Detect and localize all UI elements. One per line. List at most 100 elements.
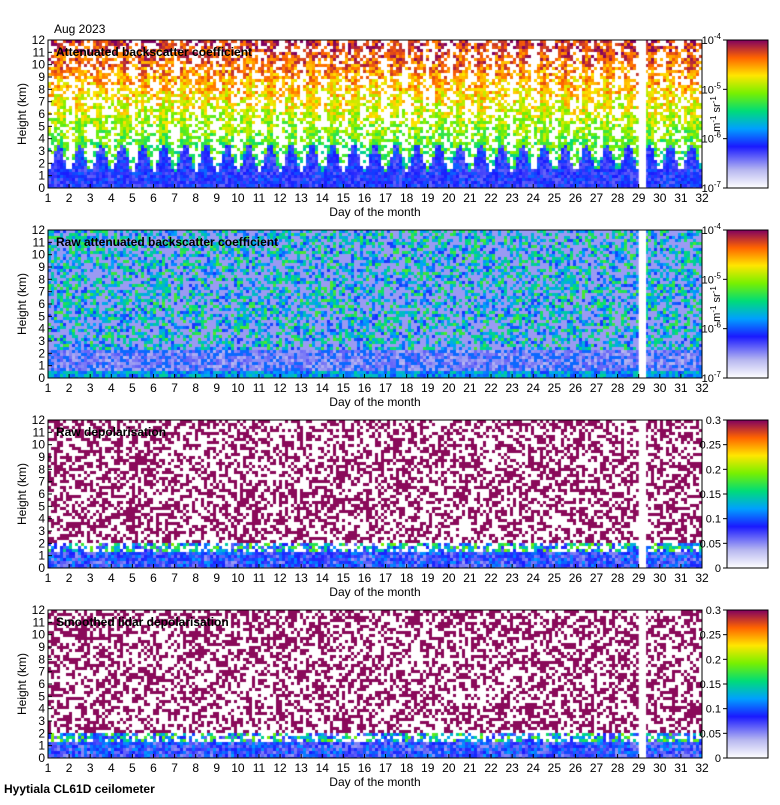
x-tick-label: 31 xyxy=(674,191,688,205)
x-tick-label: 3 xyxy=(87,571,94,585)
x-tick-label: 30 xyxy=(653,761,667,775)
colorbar-tick-label: 10-5 xyxy=(702,271,722,286)
x-tick-label: 31 xyxy=(674,571,688,585)
y-tick-label: 12 xyxy=(32,33,46,47)
x-tick-label: 16 xyxy=(358,191,372,205)
x-tick-label: 9 xyxy=(213,761,220,775)
x-tick-label: 3 xyxy=(87,191,94,205)
y-axis-label: Height (km) xyxy=(15,83,29,145)
y-tick-label: 0 xyxy=(38,181,45,195)
x-tick-label: 9 xyxy=(213,381,220,395)
colorbar xyxy=(726,419,769,569)
x-tick-label: 25 xyxy=(548,571,562,585)
x-tick-label: 15 xyxy=(337,571,351,585)
x-tick-label: 19 xyxy=(421,381,435,395)
x-tick-label: 22 xyxy=(484,571,498,585)
x-tick-label: 30 xyxy=(653,571,667,585)
colorbar xyxy=(726,609,769,759)
x-tick-label: 20 xyxy=(442,571,456,585)
x-tick-label: 15 xyxy=(337,761,351,775)
x-tick-label: 6 xyxy=(150,761,157,775)
heatmap-texture xyxy=(48,610,702,758)
x-tick-label: 2 xyxy=(66,381,73,395)
y-tick-label: 3 xyxy=(38,334,45,348)
colorbar-tick-label: 0.05 xyxy=(700,538,721,550)
colorbar-tick-label: 0.05 xyxy=(700,728,721,740)
x-tick-label: 30 xyxy=(653,381,667,395)
x-tick-label: 14 xyxy=(316,191,330,205)
x-tick-label: 4 xyxy=(108,191,115,205)
x-tick-label: 5 xyxy=(129,571,136,585)
colorbar-tick-label: 0 xyxy=(715,563,721,575)
x-tick-label: 21 xyxy=(463,191,477,205)
y-tick-label: 12 xyxy=(32,603,46,617)
x-tick-label: 17 xyxy=(379,381,393,395)
x-tick-label: 10 xyxy=(231,191,245,205)
x-tick-label: 1 xyxy=(45,381,52,395)
panel-title: Smoothed lidar depolarisation xyxy=(56,615,229,629)
x-tick-label: 10 xyxy=(231,761,245,775)
x-tick-label: 6 xyxy=(150,571,157,585)
x-tick-label: 32 xyxy=(695,761,709,775)
x-tick-label: 19 xyxy=(421,191,435,205)
x-tick-label: 3 xyxy=(87,381,94,395)
date-label: Aug 2023 xyxy=(54,22,106,36)
x-tick-label: 21 xyxy=(463,381,477,395)
x-tick-label: 32 xyxy=(695,191,709,205)
x-tick-label: 11 xyxy=(253,381,266,395)
x-tick-label: 24 xyxy=(527,381,541,395)
colorbar-tick-label: 0.15 xyxy=(700,489,721,501)
y-tick-label: 1 xyxy=(38,169,45,183)
x-tick-label: 17 xyxy=(379,761,393,775)
y-tick-label: 10 xyxy=(32,628,46,642)
x-tick-label: 19 xyxy=(421,761,435,775)
x-tick-label: 17 xyxy=(379,191,393,205)
y-tick-label: 1 xyxy=(38,359,45,373)
x-tick-label: 1 xyxy=(45,761,52,775)
colorbar-unit-label: m-1 sr-1 xyxy=(709,96,723,132)
x-tick-label: 17 xyxy=(379,571,393,585)
x-tick-label: 28 xyxy=(611,571,625,585)
x-tick-label: 26 xyxy=(569,571,583,585)
x-tick-label: 1 xyxy=(45,571,52,585)
y-tick-label: 2 xyxy=(38,726,45,740)
y-tick-label: 5 xyxy=(38,309,45,323)
x-tick-label: 20 xyxy=(442,761,456,775)
x-tick-label: 4 xyxy=(108,761,115,775)
y-tick-label: 4 xyxy=(38,702,45,716)
x-tick-label: 5 xyxy=(129,381,136,395)
x-tick-label: 32 xyxy=(695,381,709,395)
x-tick-label: 1 xyxy=(45,191,52,205)
x-tick-label: 29 xyxy=(632,761,646,775)
colorbar-tick-label: 0.2 xyxy=(706,654,721,666)
x-tick-label: 14 xyxy=(316,761,330,775)
colorbar xyxy=(726,229,769,379)
x-tick-label: 24 xyxy=(527,191,541,205)
y-tick-label: 2 xyxy=(38,346,45,360)
colorbar-tick-label: 0.1 xyxy=(706,704,721,716)
x-tick-label: 12 xyxy=(273,761,287,775)
x-tick-label: 29 xyxy=(632,571,646,585)
x-tick-label: 16 xyxy=(358,761,372,775)
x-tick-label: 7 xyxy=(171,761,178,775)
x-tick-label: 23 xyxy=(505,381,519,395)
colorbar-tick-label: 0.2 xyxy=(706,464,721,476)
x-tick-label: 21 xyxy=(463,761,477,775)
panel-title: Attenuated backscatter coefficient xyxy=(56,45,252,59)
y-axis-label: Height (km) xyxy=(15,463,29,525)
colorbar-tick-label: 10-5 xyxy=(702,81,722,96)
y-tick-label: 8 xyxy=(38,272,45,286)
x-tick-label: 5 xyxy=(129,761,136,775)
x-tick-label: 13 xyxy=(294,381,308,395)
x-axis-label: Day of the month xyxy=(329,205,420,219)
x-tick-label: 6 xyxy=(150,191,157,205)
y-tick-label: 10 xyxy=(32,58,46,72)
y-tick-label: 5 xyxy=(38,119,45,133)
y-tick-label: 0 xyxy=(38,751,45,765)
y-tick-label: 10 xyxy=(32,248,46,262)
heatmap-texture xyxy=(48,420,702,568)
y-tick-label: 7 xyxy=(38,475,45,489)
x-tick-label: 8 xyxy=(192,191,199,205)
